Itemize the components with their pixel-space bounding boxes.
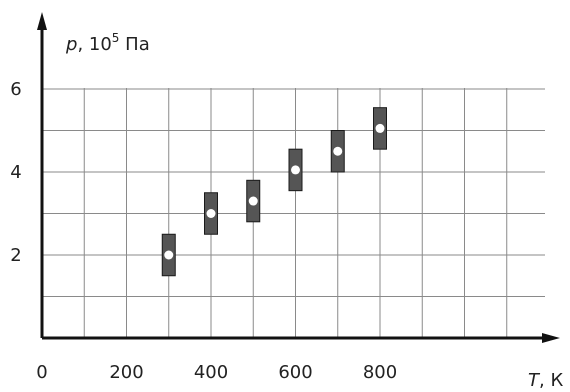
y-tick-label: 4: [10, 162, 21, 183]
data-point: [206, 209, 216, 218]
y-axis-symbol: p: [65, 34, 77, 55]
y-tick-label: 6: [10, 79, 21, 100]
y-axis-unit: Па: [119, 34, 149, 55]
data-point: [291, 165, 300, 175]
y-axis-text: , 10: [77, 34, 111, 55]
x-tick-label: 800: [363, 362, 397, 383]
x-tick-label: 0: [36, 362, 47, 383]
data-point: [375, 123, 385, 133]
x-tick-label: 400: [194, 362, 228, 383]
data-point: [333, 146, 343, 156]
x-axis-symbol: T: [528, 370, 541, 391]
data-point: [248, 196, 258, 206]
y-tick-labels: 2 4 6: [10, 79, 21, 266]
x-tick-label: 200: [109, 362, 143, 383]
error-bars: [161, 107, 387, 277]
data-point: [164, 250, 174, 260]
x-tick-label: 600: [278, 362, 312, 383]
y-axis-arrow: [37, 12, 47, 30]
x-axis-text: , К: [539, 370, 563, 391]
x-axis-arrow: [542, 333, 560, 343]
axes: [37, 12, 560, 343]
x-axis-title: T, К: [528, 370, 563, 391]
x-tick-labels: 0 200 400 600 800: [36, 362, 397, 383]
grid: [42, 88, 545, 338]
y-axis-title: p, 105 Па: [65, 31, 150, 55]
y-axis-exponent: 5: [112, 31, 120, 45]
data-points: [164, 123, 385, 260]
y-tick-label: 2: [10, 245, 21, 266]
